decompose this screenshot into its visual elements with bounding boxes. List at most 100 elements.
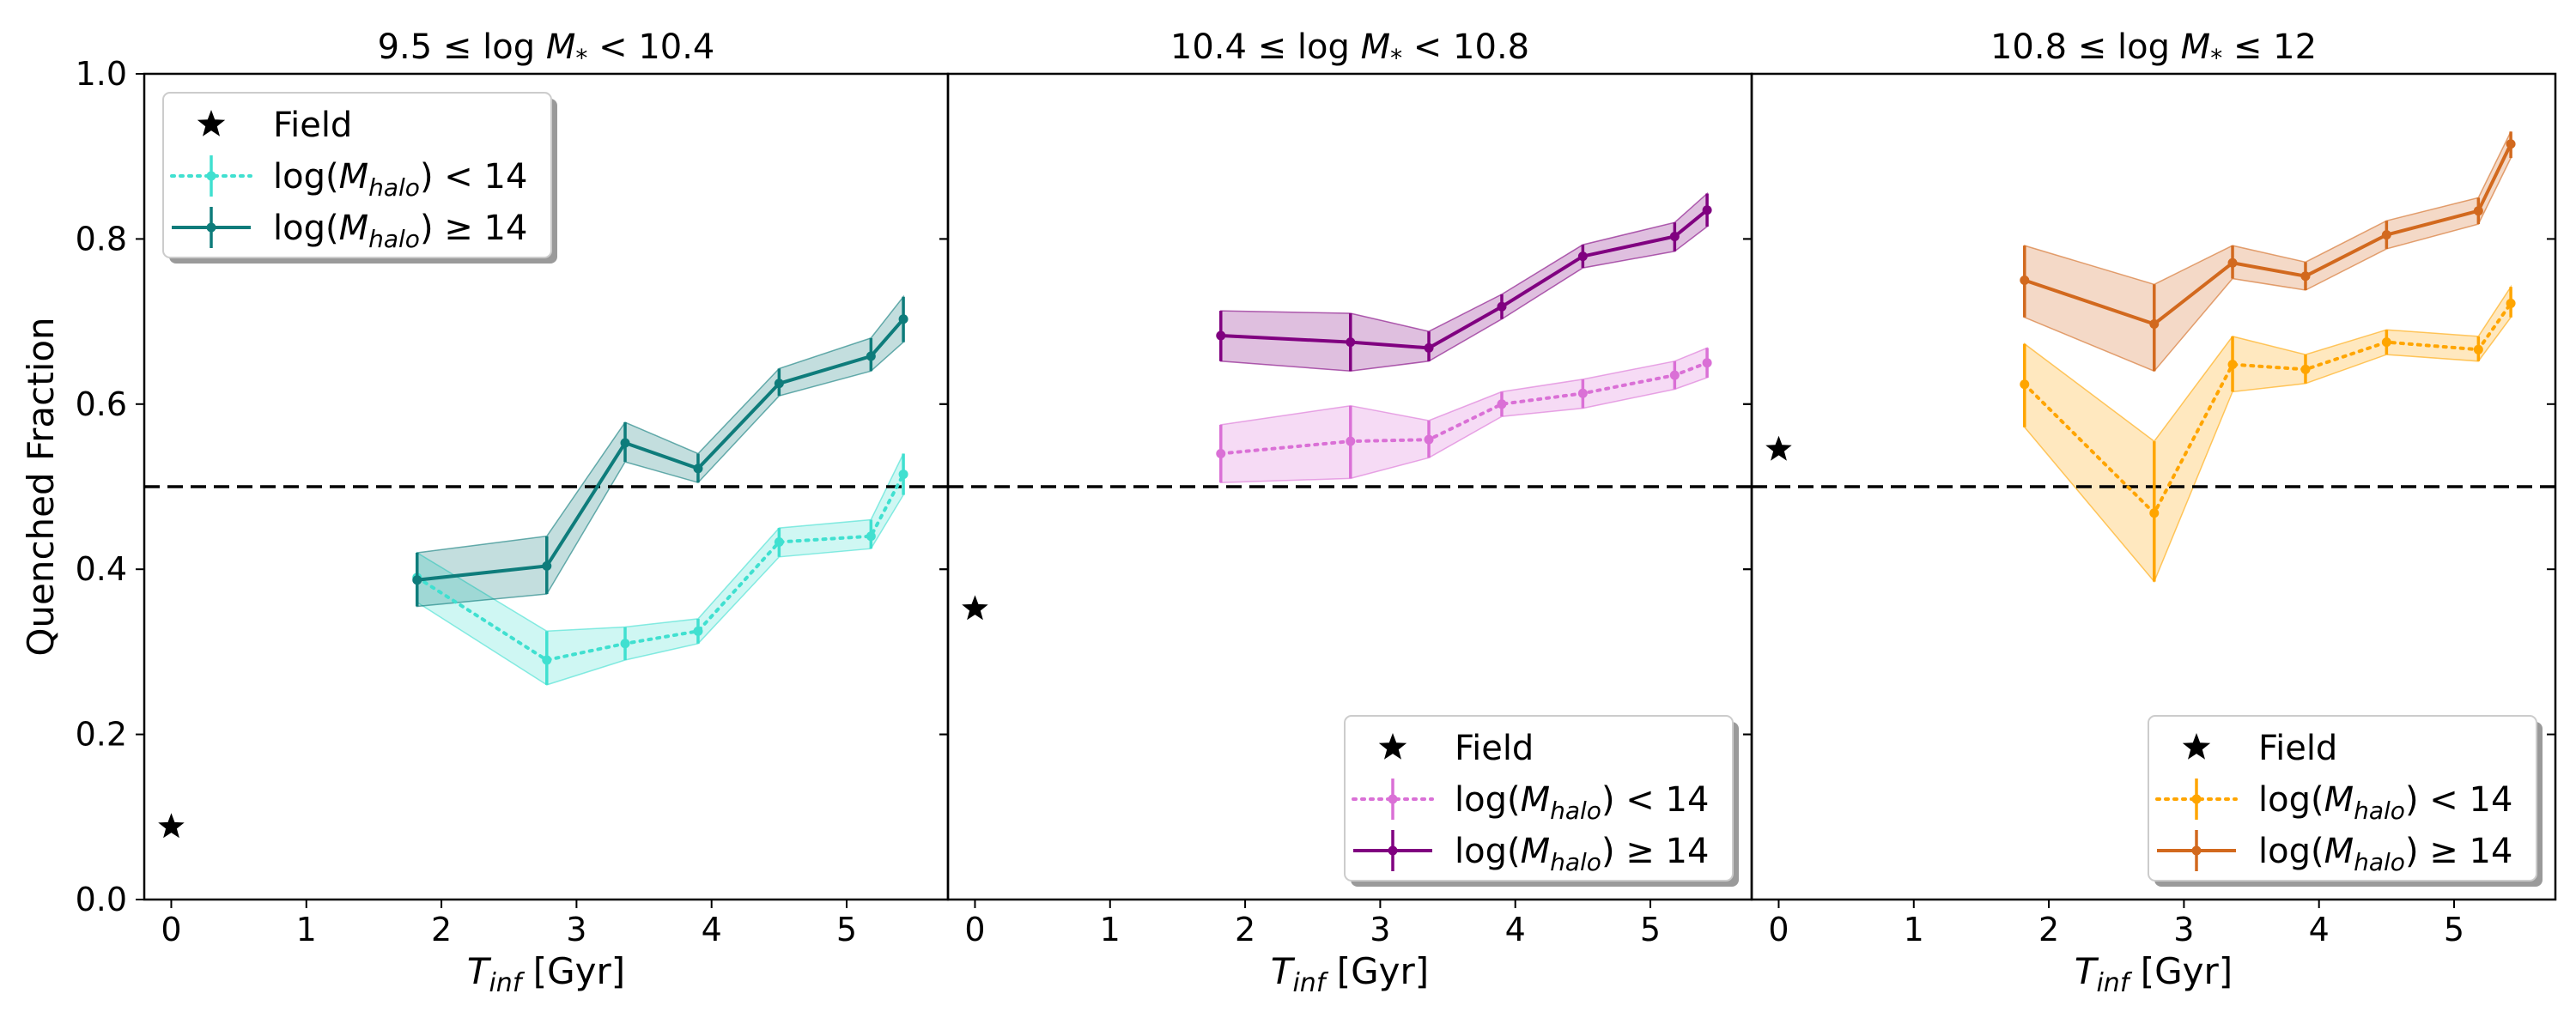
data-point [2381,337,2391,348]
panel-title: 9.5 ≤ log M* < 10.4 [378,27,715,72]
legend-label-series: log(Mhalo) < 14 [273,157,527,202]
x-axis-label: Tinf [Gyr] [467,950,625,998]
data-point [2300,364,2311,374]
data-point [1216,449,1226,459]
data-point [1577,251,1588,262]
x-tick-label: 0 [964,911,985,948]
x-tick-label: 2 [2038,911,2059,948]
x-tick-label: 4 [702,911,722,948]
data-point [774,379,784,389]
data-point [1424,342,1434,353]
y-tick-label: 0.8 [76,220,127,258]
confidence-band-1 [2024,284,2512,584]
data-point [2227,258,2238,268]
data-point [412,575,422,585]
data-point [1424,434,1434,445]
y-tick-label: 0.2 [76,716,127,754]
data-point [2149,318,2160,329]
data-point [693,626,703,636]
data-point [898,470,908,480]
legend-label-series: log(Mhalo) ≥ 14 [1455,832,1709,876]
y-tick-label: 0.4 [76,550,127,588]
panel-title: 10.8 ≤ log M* ≤ 12 [1990,27,2317,72]
x-tick-label: 3 [1370,911,1390,948]
x-tick-label: 3 [566,911,586,948]
x-tick-label: 3 [2173,911,2194,948]
legend-label-field: Field [2258,729,2337,768]
y-tick-label: 0.0 [76,881,127,918]
legend-label-series: log(Mhalo) ≥ 14 [2258,832,2512,876]
data-point [693,464,703,474]
data-point [542,560,552,571]
confidence-band-1 [1220,347,1708,483]
data-point [2381,230,2391,240]
legend: Field log(Mhalo) < 14 log(Mhalo) ≥ 14 [1344,715,1739,887]
y-axis-label: Quenched Fraction [20,317,62,656]
legend-point-handle [206,171,216,181]
data-point [2227,360,2238,370]
x-tick-label: 5 [1640,911,1661,948]
data-point [620,639,630,649]
x-tick-label: 0 [1768,911,1789,948]
x-tick-label: 5 [2444,911,2464,948]
confidence-band-2 [416,294,904,608]
x-tick-label: 1 [1100,911,1121,948]
x-tick-label: 0 [161,911,181,948]
data-point [866,531,876,542]
legend-point-handle [2191,845,2202,856]
data-point [2473,344,2483,354]
panel-1: 9.5 ≤ log M* < 10.4 0 1 2 3 4 5 0.0 0.2 0.4 0.6 0.8… [76,27,950,998]
x-tick-label: 1 [1904,911,1924,948]
x-tick-label: 2 [431,911,452,948]
data-point [1702,358,1712,368]
data-point [2506,139,2516,149]
legend-star-icon [197,110,226,136]
panel-3: 10.8 ≤ log M* ≤ 12 0 1 2 3 4 5 Tinf [Gyr] Field l… [1743,27,2557,998]
x-axis-label: Tinf [Gyr] [2075,950,2233,998]
legend-label-series: log(Mhalo) < 14 [2258,780,2512,825]
data-point [1497,301,1507,312]
data-point [1346,337,1356,348]
y-tick-label: 1.0 [76,55,127,93]
data-point [898,314,908,324]
panel-frame [1750,72,2557,901]
x-tick-label: 2 [1235,911,1255,948]
data-point [2149,508,2160,518]
legend-box [162,92,552,258]
legend-label-field: Field [273,106,352,145]
data-point [866,351,876,361]
data-point [2473,206,2483,216]
data-point [774,536,784,547]
data-point [1669,370,1680,380]
data-point [620,438,630,448]
data-point [542,655,552,665]
legend: Field log(Mhalo) < 14 log(Mhalo) ≥ 14 [2148,715,2543,887]
data-point [1577,388,1588,398]
panel-title: 10.4 ≤ log M* < 10.8 [1170,27,1529,72]
data-point [1216,330,1226,341]
legend-point-handle [206,222,216,233]
legend: Field log(Mhalo) < 14 log(Mhalo) ≥ 14 [162,92,557,264]
panel-2: 10.4 ≤ log M* < 10.8 0 1 2 3 4 5 Tinf [Gyr] Fiel… [939,27,1753,998]
x-tick-label: 4 [1505,911,1526,948]
data-point [2020,276,2030,285]
y-tick-label: 0.6 [76,385,127,423]
x-axis-label: Tinf [Gyr] [1271,950,1429,998]
data-point [2506,298,2516,308]
confidence-band-2 [1220,191,1708,373]
field-star-marker [158,813,185,839]
data-point [1346,436,1356,446]
legend-star-icon [2182,733,2211,760]
field-star-marker [962,595,988,621]
legend-label-series: log(Mhalo) < 14 [1455,780,1709,825]
data-point [1497,399,1507,409]
x-tick-label: 5 [836,911,857,948]
data-point [2300,271,2311,282]
legend-box [1344,715,1734,882]
legend-point-handle [1388,845,1398,856]
legend-label-field: Field [1455,729,1534,768]
data-point [1669,232,1680,242]
data-point [2020,379,2030,390]
legend-label-series: log(Mhalo) ≥ 14 [273,209,527,253]
x-tick-label: 4 [2309,911,2330,948]
